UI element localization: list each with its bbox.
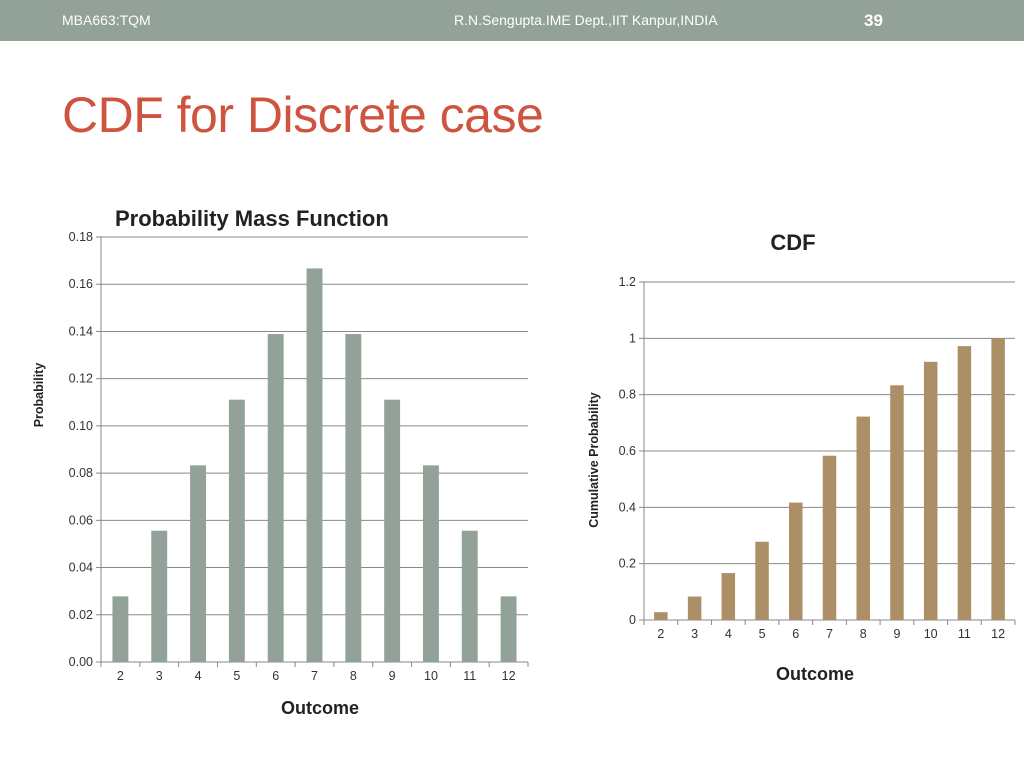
bar [345,334,362,662]
x-tick-label: 9 [893,627,900,641]
x-tick-label: 6 [792,627,799,641]
y-tick-label: 0.18 [69,230,93,244]
bar [306,268,323,662]
y-tick-label: 0.06 [69,513,93,527]
x-tick-label: 10 [924,627,938,641]
x-tick-label: 9 [389,669,396,683]
x-tick-label: 12 [991,627,1005,641]
x-tick-label: 6 [272,669,279,683]
bar [228,399,245,662]
course-label: MBA663:TQM [62,12,151,28]
bar [687,596,702,620]
author-label: R.N.Sengupta.IME Dept.,IIT Kanpur,INDIA [454,12,718,28]
x-tick-label: 8 [350,669,357,683]
bar [654,612,668,620]
x-axis-label: Outcome [281,698,359,718]
chart-title: CDF [770,230,815,255]
bar [789,502,803,620]
y-tick-label: 0.12 [69,372,93,386]
x-tick-label: 7 [826,627,833,641]
y-tick-label: 0.2 [619,557,636,571]
y-tick-label: 0.02 [69,608,93,622]
bar [923,361,938,620]
y-tick-label: 0.6 [619,444,636,458]
bar [151,530,168,662]
page-number: 39 [864,11,883,30]
y-axis-label: Cumulative Probability [587,392,601,527]
bar [112,596,129,662]
bar [500,596,517,662]
y-tick-label: 0.14 [69,324,93,338]
bar [384,399,401,662]
header-bar: MBA663:TQM R.N.Sengupta.IME Dept.,IIT Ka… [0,0,1024,41]
y-tick-label: 1.2 [619,275,636,289]
x-tick-label: 4 [725,627,732,641]
y-tick-label: 0 [629,613,636,627]
x-tick-label: 2 [657,627,664,641]
bar [991,338,1005,620]
bar [890,385,904,620]
y-tick-label: 0.04 [69,561,93,575]
bar [822,455,837,620]
y-tick-label: 0.00 [69,655,93,669]
x-tick-label: 3 [691,627,698,641]
slide-title: CDF for Discrete case [62,87,544,143]
y-tick-label: 1 [629,331,636,345]
bar [422,465,439,662]
x-tick-label: 3 [156,669,163,683]
y-tick-label: 0.4 [619,500,636,514]
x-tick-label: 10 [424,669,438,683]
x-tick-label: 4 [195,669,202,683]
chart-title: Probability Mass Function [115,206,389,231]
bar [190,465,207,662]
x-tick-label: 11 [958,627,971,641]
bar [721,573,736,620]
x-tick-label: 5 [759,627,766,641]
x-axis-label: Outcome [776,664,854,684]
x-tick-label: 12 [502,669,516,683]
y-axis-label: Probability [32,363,46,428]
x-tick-label: 8 [860,627,867,641]
y-tick-label: 0.10 [69,419,93,433]
bar [856,416,870,620]
bar [267,334,284,662]
bar [957,346,972,620]
x-tick-label: 11 [463,669,476,683]
bar [755,541,769,620]
y-tick-label: 0.8 [619,388,636,402]
x-tick-label: 7 [311,669,318,683]
bar [461,530,478,662]
x-tick-label: 5 [233,669,240,683]
x-tick-label: 2 [117,669,124,683]
y-tick-label: 0.16 [69,277,93,291]
y-tick-label: 0.08 [69,466,93,480]
